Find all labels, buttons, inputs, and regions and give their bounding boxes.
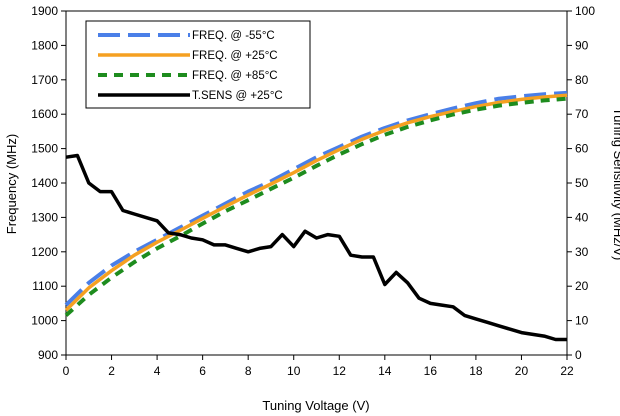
y-tick-label: 1100 — [32, 279, 58, 293]
series-line-2 — [64, 93, 568, 312]
x-tick-label: 10 — [287, 364, 301, 378]
x-tick-label: 20 — [515, 364, 529, 378]
y2-tick-label: 20 — [575, 279, 589, 293]
legend-label: T.SENS @ +25°C — [192, 90, 283, 102]
x-tick-label: 18 — [469, 364, 483, 378]
x-tick-label: 16 — [424, 364, 438, 378]
y-tick-label: 900 — [38, 348, 58, 362]
y-tick-label: 1700 — [31, 73, 58, 87]
y-tick-label: 1000 — [31, 314, 58, 328]
legend: FREQ. @ -55°C FREQ. @ +25°C FREQ. @ +85°C T… — [85, 20, 311, 109]
y2-tick-label: 60 — [575, 142, 589, 156]
y-tick-label: 1600 — [31, 107, 58, 121]
y2-tick-label: 30 — [575, 245, 589, 259]
y-axis-ticks: 900 1000 1100 1200 1300 1400 1500 1600 1700 1800 1… — [31, 4, 66, 362]
x-axis-ticks: 0 2 4 6 8 10 12 14 16 18 20 22 — [63, 355, 574, 378]
y-axis-title: Frequency (MHz) — [4, 134, 19, 234]
y-tick-label: 1400 — [31, 176, 58, 190]
legend-label: FREQ. @ +25°C — [192, 50, 278, 62]
series-line-4 — [65, 153, 567, 342]
y-tick-label: 1300 — [31, 210, 58, 224]
series-layer — [64, 90, 568, 342]
legend-label: FREQ. @ -55°C — [192, 30, 275, 42]
y2-tick-label: 90 — [575, 38, 589, 52]
y-tick-label: 1800 — [31, 38, 58, 52]
y2-tick-label: 10 — [575, 314, 589, 328]
x-tick-label: 4 — [154, 364, 161, 378]
y2-tick-label: 0 — [575, 348, 582, 362]
y2-tick-label: 100 — [575, 4, 595, 18]
y2-axis-ticks: 0 10 20 30 40 50 60 70 80 90 100 — [567, 4, 595, 362]
y-tick-label: 1500 — [31, 142, 58, 156]
x-tick-label: 12 — [333, 364, 347, 378]
y2-tick-label: 50 — [575, 176, 589, 190]
x-tick-label: 22 — [560, 364, 574, 378]
y2-tick-label: 70 — [575, 107, 589, 121]
y2-axis-title: Tuning Sensitivity (MHz/V) — [611, 108, 620, 261]
y2-tick-label: 80 — [575, 73, 589, 87]
y2-tick-label: 40 — [575, 210, 589, 224]
y-tick-label: 1200 — [31, 245, 58, 259]
x-tick-label: 8 — [245, 364, 252, 378]
x-tick-label: 6 — [199, 364, 206, 378]
series-line-3 — [64, 96, 568, 317]
x-tick-label: 2 — [108, 364, 115, 378]
series-line-1 — [64, 90, 568, 307]
x-tick-label: 0 — [63, 364, 70, 378]
legend-label: FREQ. @ +85°C — [192, 70, 278, 82]
x-tick-label: 14 — [378, 364, 392, 378]
x-axis-title: Tuning Voltage (V) — [262, 398, 369, 413]
y-tick-label: 1900 — [31, 4, 58, 18]
